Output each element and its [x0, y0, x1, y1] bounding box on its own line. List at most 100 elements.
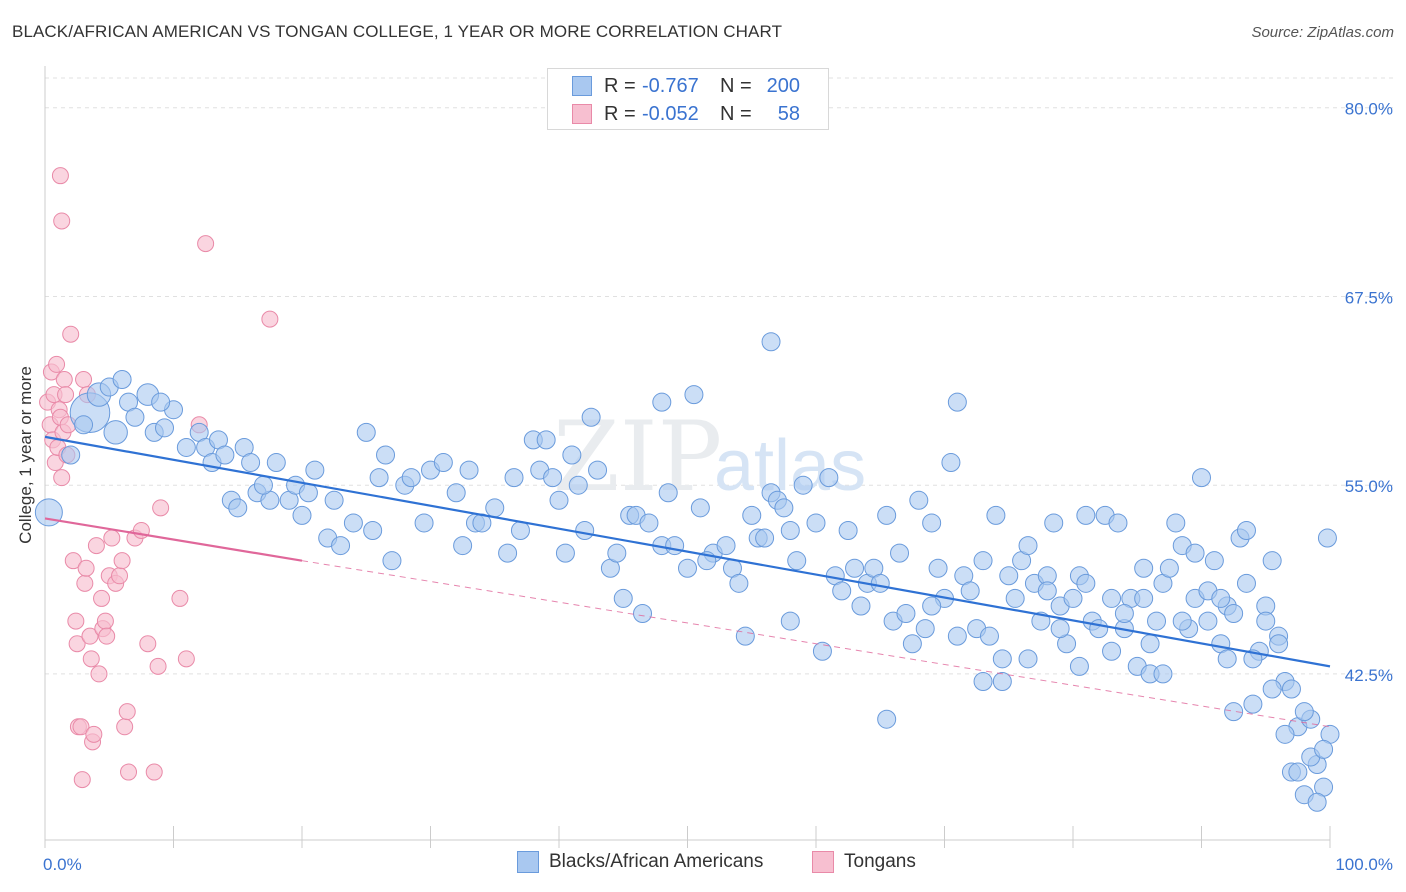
tongan-point: [81, 627, 99, 645]
black-point: [555, 543, 575, 563]
black-point: [253, 475, 273, 495]
black-point: [34, 498, 63, 527]
tongan-point: [139, 635, 157, 653]
black-point: [369, 468, 389, 488]
tongan-point: [64, 552, 82, 570]
black-point: [986, 505, 1006, 525]
black-point: [613, 588, 633, 608]
black-point: [376, 445, 396, 465]
tongan-point: [171, 589, 189, 607]
tongan-point: [103, 529, 121, 547]
black-point: [1224, 604, 1244, 624]
gridlines: [45, 77, 1393, 675]
black-point: [607, 543, 627, 563]
black-point: [498, 543, 518, 563]
black-point: [1140, 634, 1160, 654]
stats-legend: R = -0.767 N = 200 R = -0.052 N = 58: [547, 68, 829, 130]
black-point: [793, 475, 813, 495]
black-point: [549, 490, 569, 510]
black-point: [845, 558, 865, 578]
tongan-point: [261, 310, 279, 328]
black-point: [1005, 588, 1025, 608]
tongan-point: [113, 552, 131, 570]
black-point: [1317, 528, 1337, 548]
tongan-point: [53, 469, 71, 487]
tongan-point: [87, 537, 105, 555]
black-point: [414, 513, 434, 533]
tongan-point: [82, 650, 100, 668]
black-point: [1314, 739, 1334, 759]
black-point: [678, 558, 697, 578]
black-point: [125, 407, 145, 427]
tongan-point: [116, 718, 134, 736]
legend-item-blacks[interactable]: Blacks/African Americans: [517, 851, 763, 873]
black-point: [999, 566, 1019, 586]
black-point: [973, 551, 993, 571]
black-point: [536, 430, 556, 450]
black-trend-line: [44, 435, 1331, 668]
black-point: [639, 513, 659, 533]
series-legend: Blacks/African Americans Tongans: [0, 851, 1406, 879]
black-point: [562, 445, 582, 465]
x-tick-label: 0.0%: [43, 855, 82, 874]
black-point: [729, 573, 749, 593]
blue-swatch: [572, 76, 592, 96]
axes: [44, 66, 1331, 848]
black-point: [292, 505, 312, 525]
y-tick-label: 55.0%: [1345, 477, 1393, 496]
watermark-zip: ZIP: [553, 401, 722, 513]
black-point: [1307, 792, 1327, 812]
black-point: [973, 671, 993, 691]
black-point: [896, 604, 916, 624]
black-point: [1288, 762, 1308, 782]
tongan-point: [67, 612, 85, 630]
black-point: [1134, 558, 1154, 578]
black-point: [774, 498, 794, 518]
black-point: [382, 551, 402, 571]
black-point: [992, 671, 1012, 691]
chart-title: BLACK/AFRICAN AMERICAN VS TONGAN COLLEGE…: [12, 22, 783, 41]
black-point: [1089, 619, 1109, 639]
black-point: [1185, 543, 1205, 563]
black-point: [1294, 702, 1314, 722]
black-point: [1192, 468, 1211, 488]
black-point: [112, 370, 132, 390]
tongan-point: [72, 718, 90, 736]
black-point: [485, 498, 505, 518]
black-point: [1159, 558, 1179, 578]
black-point: [176, 437, 196, 457]
black-point: [459, 460, 479, 480]
black-point: [1076, 505, 1096, 525]
black-point: [979, 626, 999, 646]
black-point: [851, 596, 871, 616]
black-point: [61, 445, 81, 465]
black-point: [992, 649, 1012, 669]
y-tick-label: 42.5%: [1345, 666, 1393, 685]
black-point: [665, 536, 685, 556]
tongan-point: [51, 167, 69, 185]
trend-lines: [44, 435, 1331, 728]
watermark: ZIP atlas: [553, 401, 866, 513]
black-point: [735, 626, 755, 646]
black-point: [446, 483, 466, 503]
black-point: [1198, 611, 1218, 631]
black-point: [103, 420, 128, 445]
black-point: [909, 490, 929, 510]
black-point: [581, 407, 601, 427]
black-point: [1069, 656, 1089, 676]
black-point: [1262, 679, 1282, 699]
black-point: [1108, 513, 1128, 533]
black-point: [1217, 649, 1237, 669]
black-point: [1256, 611, 1276, 631]
tongan-point: [118, 703, 136, 721]
black-point: [870, 573, 890, 593]
legend-item-tongans[interactable]: Tongans: [812, 851, 916, 873]
black-point: [633, 604, 653, 624]
black-point: [1204, 551, 1224, 571]
r-value: -0.767: [642, 74, 699, 97]
black-point: [331, 536, 351, 556]
black-point: [510, 520, 530, 540]
black-point: [1044, 513, 1064, 533]
black-point: [1236, 520, 1256, 540]
